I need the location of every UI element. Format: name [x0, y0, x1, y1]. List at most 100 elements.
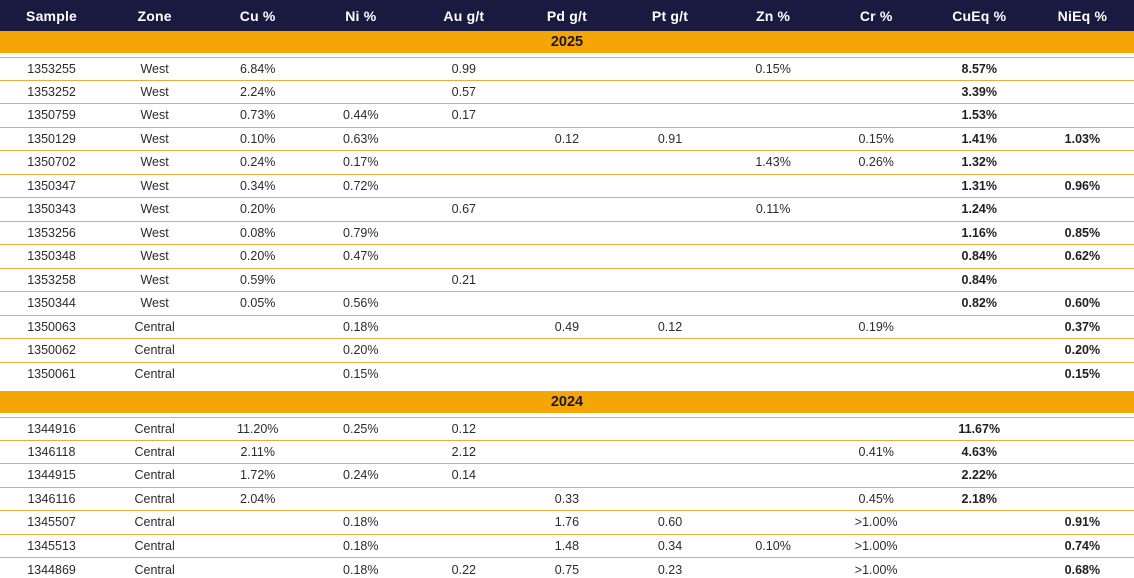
column-header-cr: Cr %	[824, 0, 928, 31]
cell-zn	[721, 174, 825, 198]
cell-zn	[721, 440, 825, 464]
cell-cueq	[927, 362, 1031, 386]
cell-nieq	[1030, 268, 1134, 292]
cell-pd-g-t	[515, 440, 619, 464]
cell-pt-g-t	[618, 487, 722, 511]
cell-au-g-t	[412, 339, 516, 363]
cell-zone: Central	[103, 362, 207, 386]
cell-zone: West	[103, 80, 207, 104]
cell-au-g-t	[412, 534, 516, 558]
cell-nieq	[1030, 487, 1134, 511]
cell-ni: 0.25%	[309, 417, 413, 441]
cell-sample: 1344916	[0, 417, 104, 441]
cell-au-g-t	[412, 292, 516, 316]
cell-cu: 11.20%	[206, 417, 310, 441]
sample-row: 1350702 West 0.24% 0.17% 1.43% 0.26% 1.32%	[0, 151, 1134, 175]
cell-cu: 0.34%	[206, 174, 310, 198]
cell-au-g-t	[412, 151, 516, 175]
cell-zn	[721, 511, 825, 535]
cell-zn	[721, 221, 825, 245]
cell-ni: 0.47%	[309, 245, 413, 269]
cell-au-g-t	[412, 511, 516, 535]
cell-pt-g-t	[618, 417, 722, 441]
cell-cr: 0.19%	[824, 315, 928, 339]
cell-cu	[206, 534, 310, 558]
cell-cu: 6.84%	[206, 57, 310, 81]
cell-cueq: 0.84%	[927, 245, 1031, 269]
cell-sample: 1344915	[0, 464, 104, 488]
cell-cr: >1.00%	[824, 511, 928, 535]
column-header-zn: Zn %	[721, 0, 825, 31]
cell-nieq: 0.68%	[1030, 558, 1134, 578]
cell-pt-g-t: 0.91	[618, 127, 722, 151]
cell-zn	[721, 245, 825, 269]
cell-au-g-t: 2.12	[412, 440, 516, 464]
cell-ni: 0.24%	[309, 464, 413, 488]
cell-cu: 2.04%	[206, 487, 310, 511]
cell-pt-g-t	[618, 339, 722, 363]
cell-nieq: 0.15%	[1030, 362, 1134, 386]
cell-pt-g-t: 0.23	[618, 558, 722, 578]
cell-pd-g-t	[515, 268, 619, 292]
column-header-cueq: CuEq %	[927, 0, 1031, 31]
cell-pd-g-t: 1.76	[515, 511, 619, 535]
cell-zn	[721, 268, 825, 292]
cell-zone: Central	[103, 464, 207, 488]
cell-zone: Central	[103, 339, 207, 363]
cell-zone: West	[103, 104, 207, 128]
sample-row: 1353258 West 0.59% 0.21 0.84%	[0, 268, 1134, 292]
sample-row: 1345507 Central 0.18% 1.76 0.60 >1.00% 0.91%	[0, 511, 1134, 535]
cell-nieq	[1030, 440, 1134, 464]
cell-sample: 1346116	[0, 487, 104, 511]
year-banner-row: 2025	[0, 31, 1134, 57]
cell-cr: >1.00%	[824, 558, 928, 578]
cell-pd-g-t: 0.75	[515, 558, 619, 578]
sample-row: 1344915 Central 1.72% 0.24% 0.14 2.22%	[0, 464, 1134, 488]
cell-pd-g-t: 0.12	[515, 127, 619, 151]
cell-ni: 0.18%	[309, 558, 413, 578]
cell-pd-g-t: 0.49	[515, 315, 619, 339]
cell-cu: 1.72%	[206, 464, 310, 488]
cell-ni	[309, 57, 413, 81]
sample-row: 1346118 Central 2.11% 2.12 0.41% 4.63%	[0, 440, 1134, 464]
cell-pd-g-t	[515, 245, 619, 269]
cell-pt-g-t	[618, 80, 722, 104]
cell-nieq	[1030, 104, 1134, 128]
cell-zn	[721, 487, 825, 511]
cell-cr	[824, 80, 928, 104]
cell-cueq: 8.57%	[927, 57, 1031, 81]
cell-zone: Central	[103, 534, 207, 558]
cell-ni: 0.20%	[309, 339, 413, 363]
cell-nieq	[1030, 57, 1134, 81]
sample-row: 1350348 West 0.20% 0.47% 0.84% 0.62%	[0, 245, 1134, 269]
cell-zn	[721, 80, 825, 104]
cell-cu	[206, 315, 310, 339]
cell-nieq	[1030, 80, 1134, 104]
cell-zn	[721, 339, 825, 363]
cell-pt-g-t	[618, 440, 722, 464]
sample-row: 1344916 Central 11.20% 0.25% 0.12 11.67%	[0, 417, 1134, 441]
cell-cueq	[927, 315, 1031, 339]
cell-cr	[824, 198, 928, 222]
cell-pt-g-t: 0.12	[618, 315, 722, 339]
cell-cr	[824, 417, 928, 441]
cell-cueq: 0.82%	[927, 292, 1031, 316]
cell-cr: 0.26%	[824, 151, 928, 175]
sample-row: 1350344 West 0.05% 0.56% 0.82% 0.60%	[0, 292, 1134, 316]
year-banner-label: 2025	[0, 31, 1134, 57]
cell-nieq: 0.91%	[1030, 511, 1134, 535]
cell-pd-g-t	[515, 104, 619, 128]
cell-cu: 0.59%	[206, 268, 310, 292]
cell-pd-g-t: 1.48	[515, 534, 619, 558]
cell-ni: 0.63%	[309, 127, 413, 151]
cell-zn	[721, 417, 825, 441]
sample-row: 1350343 West 0.20% 0.67 0.11% 1.24%	[0, 198, 1134, 222]
cell-pd-g-t	[515, 464, 619, 488]
sample-row: 1350062 Central 0.20% 0.20%	[0, 339, 1134, 363]
sample-row: 1350759 West 0.73% 0.44% 0.17 1.53%	[0, 104, 1134, 128]
cell-zn	[721, 104, 825, 128]
cell-zn: 0.10%	[721, 534, 825, 558]
cell-au-g-t	[412, 221, 516, 245]
cell-cu: 2.11%	[206, 440, 310, 464]
cell-pt-g-t: 0.34	[618, 534, 722, 558]
